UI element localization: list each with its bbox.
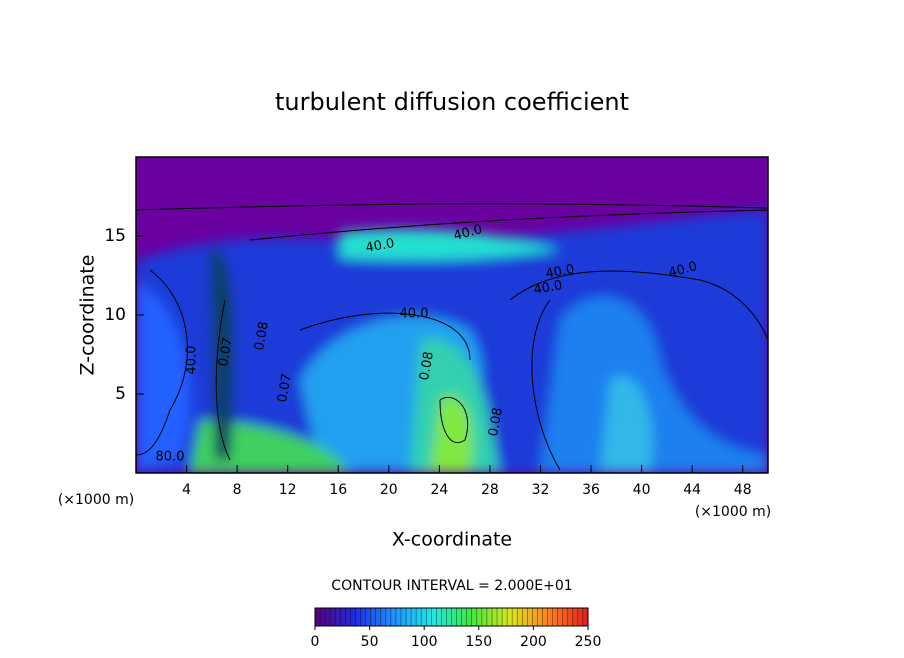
contour-label: 40.0	[185, 346, 200, 375]
x-tick-label: 44	[683, 482, 701, 498]
x-tick-label: 48	[734, 482, 752, 498]
colorbar-tick-label: 200	[520, 634, 547, 650]
x-tick-label: 20	[380, 482, 398, 498]
contour-label: 0.08	[417, 350, 437, 381]
x-tick-label: 4	[182, 482, 191, 498]
contour-label: 0.07	[216, 336, 236, 367]
x-unit-label: (×1000 m)	[695, 504, 771, 520]
contour-label: 40.0	[400, 307, 429, 322]
x-tick-label: 40	[633, 482, 651, 498]
contour-label: 0.08	[252, 320, 272, 351]
colorbar-tick-label: 150	[465, 634, 492, 650]
contour-label: 40.0	[544, 262, 575, 282]
x-tick-label: 24	[430, 482, 448, 498]
colorbar-tick-label: 100	[411, 634, 438, 650]
y-tick-label: 5	[115, 384, 126, 404]
x-tick-label: 36	[582, 482, 600, 498]
x-tick-label: 32	[532, 482, 550, 498]
contour-label: 40.0	[364, 236, 395, 256]
x-tick-label: 16	[329, 482, 347, 498]
colorbar-tick-label: 0	[311, 634, 320, 650]
x-axis-label: X-coordinate	[392, 529, 512, 551]
colorbar-tick-label: 250	[575, 634, 602, 650]
colorbar-tick-label: 50	[361, 634, 379, 650]
x-tick-label: 8	[233, 482, 242, 498]
y-tick-label: 15	[104, 226, 126, 246]
contour-label: 40.0	[532, 278, 563, 298]
contour-label: 0.08	[486, 406, 506, 437]
contour-label: 40.0	[667, 259, 699, 281]
contour-label: 0.07	[275, 372, 295, 403]
contour-interval: CONTOUR INTERVAL = 2.000E+01	[331, 578, 572, 594]
x-tick-label: 28	[481, 482, 499, 498]
contour-label: 80.0	[156, 450, 185, 465]
field	[136, 157, 768, 473]
x-unit-label: (×1000 m)	[58, 492, 134, 508]
x-tick-label: 12	[279, 482, 297, 498]
y-axis-label: Z-coordinate	[77, 255, 99, 376]
contour-label: 40.0	[452, 222, 484, 244]
chart-title: turbulent diffusion coefficient	[275, 88, 629, 116]
y-tick-label: 10	[104, 305, 126, 325]
